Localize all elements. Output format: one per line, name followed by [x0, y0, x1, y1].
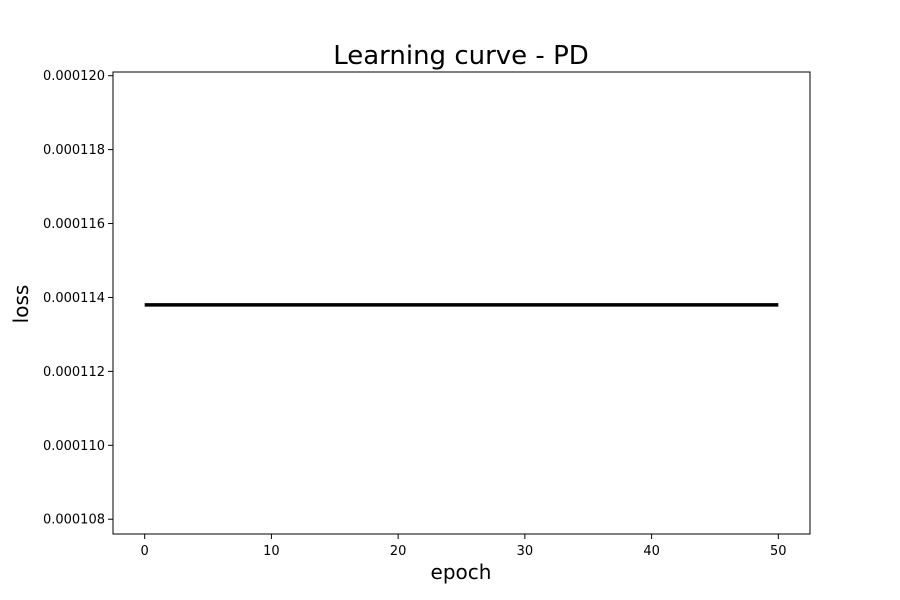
chart-title: Learning curve - PD: [333, 41, 589, 71]
x-tick-label: 40: [643, 544, 660, 559]
x-tick-label: 10: [263, 544, 280, 559]
x-axis-ticks: 0 10 20 30 40 50: [141, 534, 787, 559]
y-tick-label: 0.000120: [43, 69, 105, 84]
x-tick-label: 30: [517, 544, 534, 559]
y-tick-label: 0.000114: [43, 291, 105, 306]
y-tick-label: 0.000118: [43, 143, 105, 158]
y-axis-label: loss: [9, 285, 33, 324]
y-tick-label: 0.000112: [43, 365, 105, 380]
y-tick-label: 0.000110: [43, 439, 105, 454]
y-tick-label: 0.000116: [43, 217, 105, 232]
y-axis-ticks: 0.000108 0.000110 0.000112 0.000114 0.000116…: [43, 69, 113, 528]
y-tick-label: 0.000108: [43, 513, 105, 528]
x-axis-label: epoch: [431, 560, 492, 584]
x-tick-label: 20: [390, 544, 407, 559]
x-tick-label: 50: [770, 544, 787, 559]
plot-area-frame: [112, 71, 811, 535]
x-tick-label: 0: [141, 544, 149, 559]
